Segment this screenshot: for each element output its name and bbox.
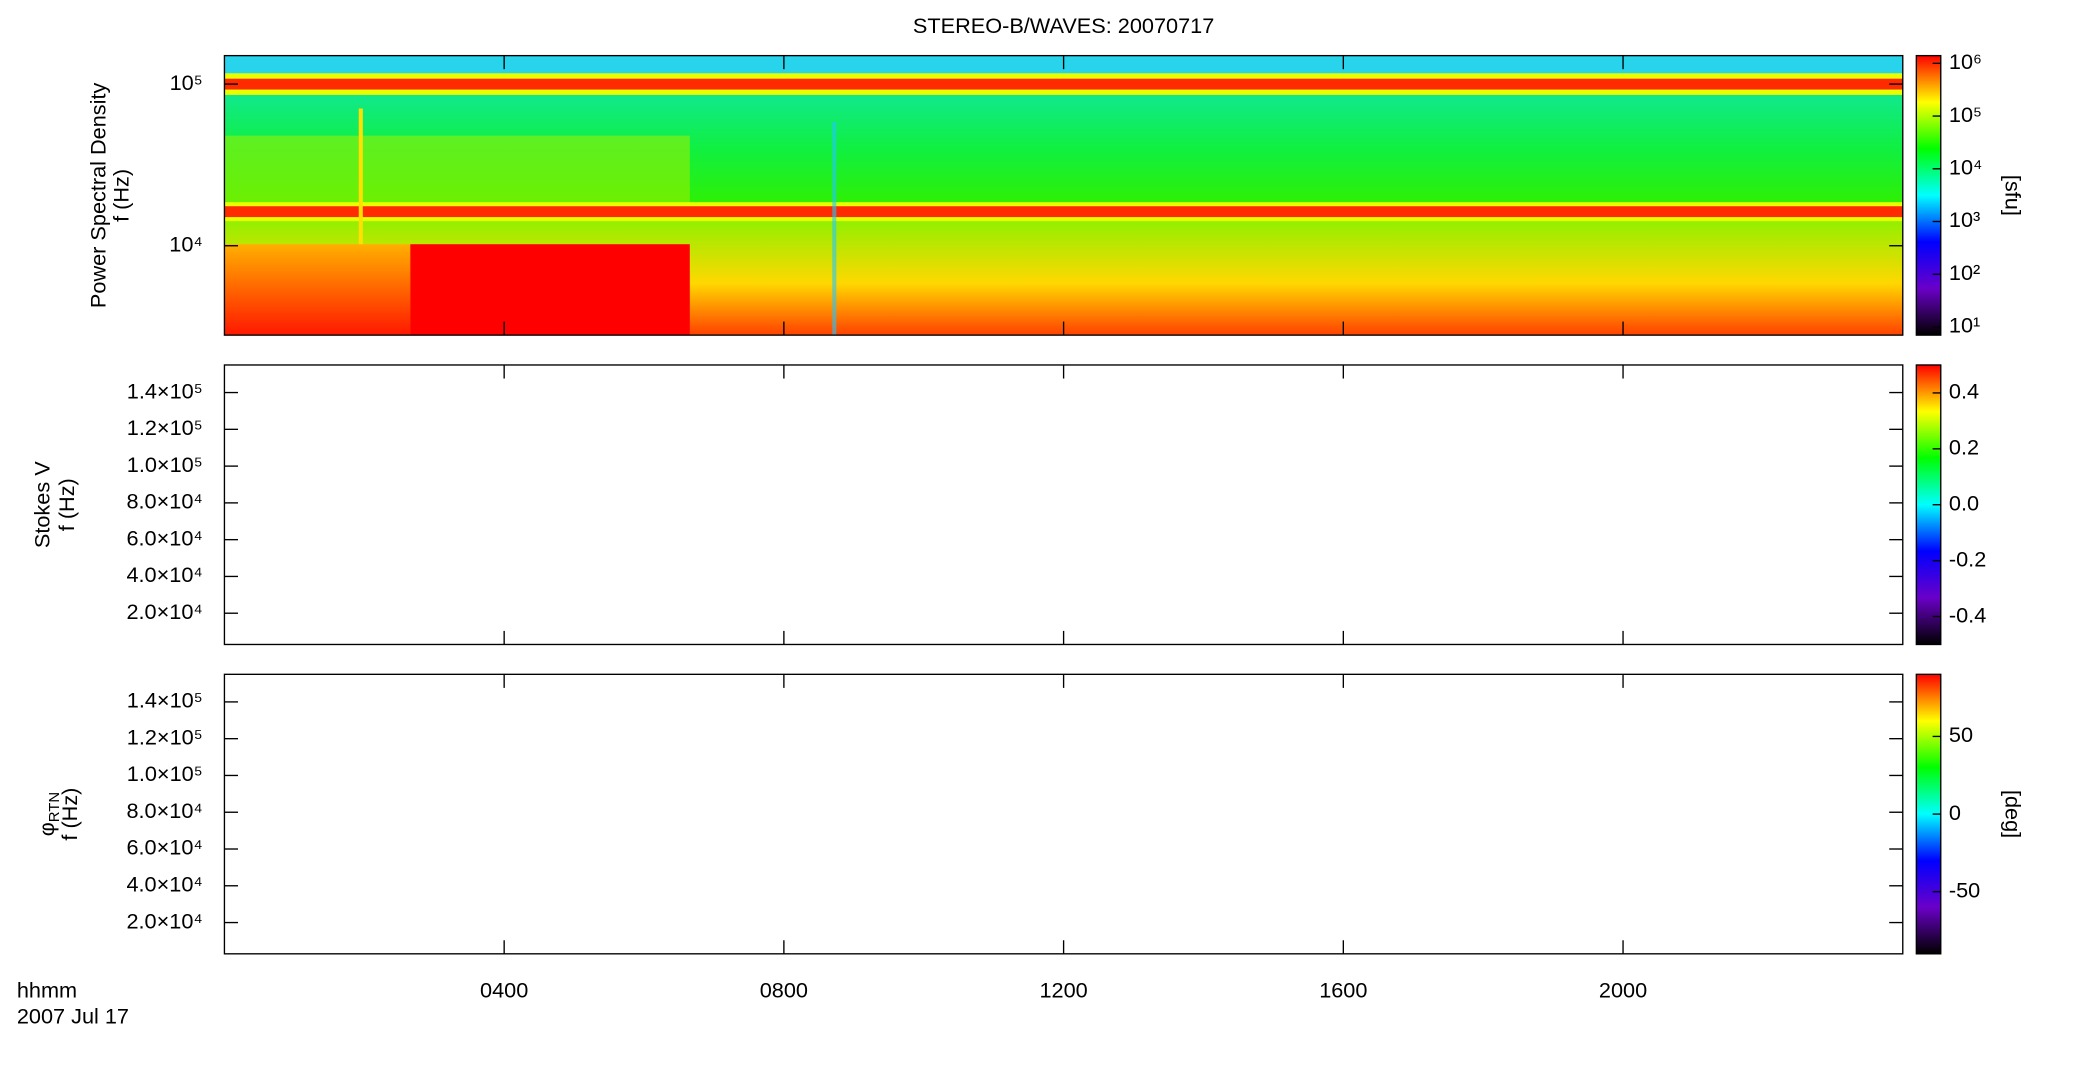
y-tick-label: 8.0×10⁴ [126, 798, 202, 823]
y-tick-label: 1.0×10⁵ [127, 452, 203, 477]
colorbar [1915, 54, 1942, 336]
colorbar-label: [deg] [2001, 790, 2026, 838]
y-tick-label: 2.0×10⁴ [126, 599, 202, 624]
y-tick-label: 1.0×10⁵ [127, 761, 203, 786]
colorbar-tick-label: 10² [1949, 260, 1980, 285]
y-axis-label-sub: RTN [46, 792, 63, 822]
colorbar-tick-label: 10¹ [1949, 313, 1980, 338]
y-tick-label: 4.0×10⁴ [126, 562, 202, 587]
plot-frame [223, 364, 1904, 646]
y-tick-label: 1.2×10⁵ [127, 724, 203, 749]
colorbar-tick-label: 50 [1949, 722, 1973, 747]
colorbar-tick-label: -0.2 [1949, 546, 1986, 571]
y-tick-label: 8.0×10⁴ [126, 489, 202, 514]
colorbar-tick-label: 0.4 [1949, 379, 1979, 404]
y-axis-label: f (Hz) [108, 169, 133, 222]
spectrogram [224, 55, 1903, 336]
colorbar-tick-label: 0.2 [1949, 435, 1979, 460]
y-tick-label: 6.0×10⁴ [126, 525, 202, 550]
chart-title: STEREO-B/WAVES: 20070717 [913, 13, 1214, 38]
y-tick-label: 2.0×10⁴ [126, 908, 202, 933]
y-axis-label: f (Hz) [54, 478, 79, 531]
x-tick-label: 0400 [480, 978, 528, 1003]
plot-frame [223, 673, 1904, 955]
x-tick-label: 2000 [1599, 978, 1647, 1003]
colorbar-tick-label: 10⁵ [1949, 102, 1982, 127]
y-tick-label: 1.4×10⁵ [127, 688, 203, 713]
x-axis-date: 2007 Jul 17 [17, 1003, 129, 1028]
x-tick-label: 1600 [1319, 978, 1367, 1003]
y-axis-label: f (Hz) [57, 788, 82, 841]
y-tick-label: 10⁴ [169, 231, 202, 256]
y-tick-label: 6.0×10⁴ [126, 835, 202, 860]
colorbar-tick-label: 10³ [1949, 207, 1980, 232]
colorbar-tick-label: 0.0 [1949, 490, 1979, 515]
colorbar-label: [sfu] [2001, 175, 2026, 216]
colorbar-tick-label: -50 [1949, 877, 1980, 902]
colorbar-tick-label: 0 [1949, 800, 1961, 825]
y-axis-label: Power Spectral Density [85, 83, 110, 309]
y-tick-label: 1.2×10⁵ [127, 415, 203, 440]
y-tick-label: 10⁵ [170, 70, 203, 95]
colorbar-tick-label: 10⁶ [1949, 49, 1982, 74]
x-tick-label: 1200 [1039, 978, 1087, 1003]
y-tick-label: 1.4×10⁵ [127, 378, 203, 403]
colorbar-tick-label: -0.4 [1949, 602, 1986, 627]
y-tick-label: 4.0×10⁴ [126, 872, 202, 897]
colorbar-tick-label: 10⁴ [1949, 155, 1982, 180]
x-tick-label: 0800 [760, 978, 808, 1003]
y-axis-label: Stokes V [30, 461, 55, 548]
x-axis-label: hhmm [17, 978, 77, 1003]
